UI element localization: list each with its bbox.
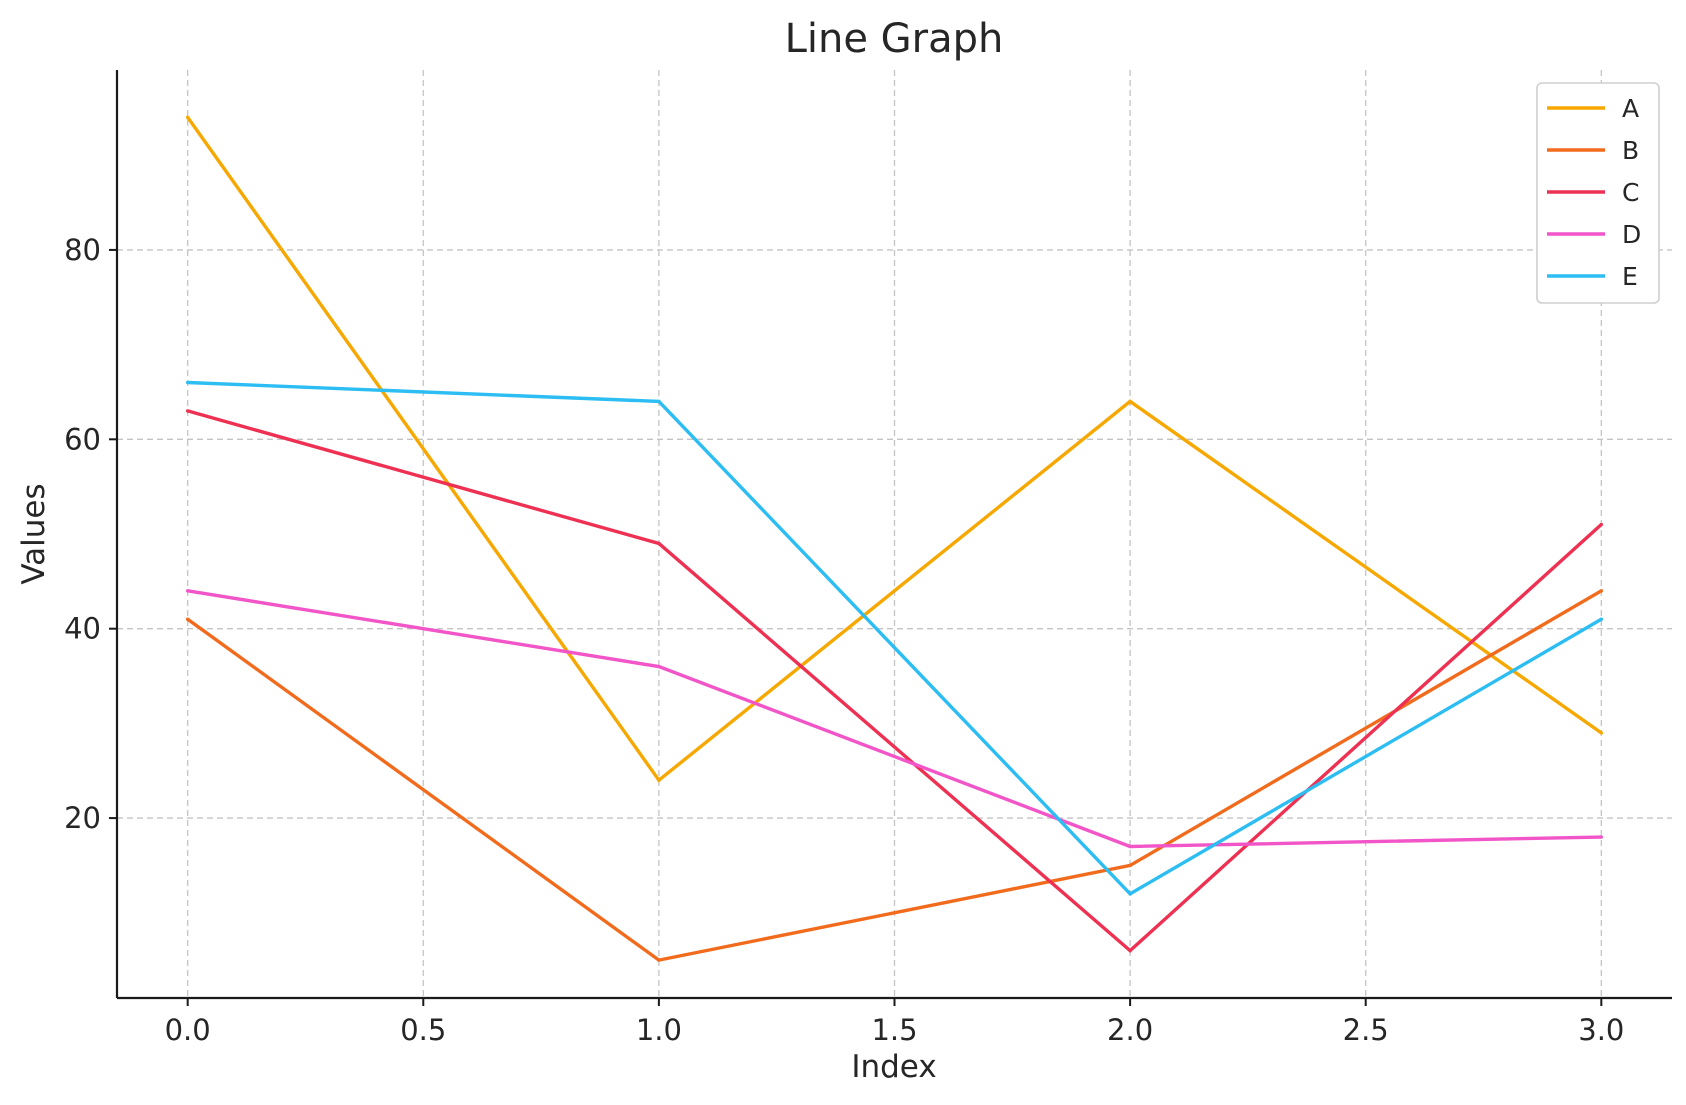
legend-label: A (1622, 94, 1639, 123)
x-tick-label: 1.5 (871, 1013, 917, 1047)
ticks: 0.0 0.5 1.0 1.5 2.0 2.5 3.0 20 40 60 80 (64, 233, 1624, 1047)
grid (117, 70, 1672, 998)
data-point-a (657, 778, 661, 782)
series-line-c (187, 409, 1603, 953)
legend-item-b: B (1547, 136, 1639, 165)
y-axis-label: Values (16, 483, 52, 584)
data-point-b (1128, 863, 1132, 868)
data-point-b (185, 617, 190, 621)
legend-item-a: A (1547, 94, 1639, 123)
x-tick-label: 0.0 (165, 1013, 211, 1047)
x-tick-label: 0.5 (400, 1013, 446, 1047)
series-line-b (186, 589, 1603, 962)
series-d (185, 589, 1604, 849)
series-a (185, 115, 1604, 783)
series-c (185, 409, 1604, 953)
data-point-b (657, 958, 661, 962)
data-point-b (1599, 589, 1604, 593)
x-axis-label: Index (851, 1049, 936, 1085)
series-line-e (187, 380, 1603, 896)
y-tick-label: 60 (64, 422, 101, 456)
series-line-d (187, 589, 1602, 849)
legend-item-e: E (1547, 262, 1638, 291)
data-point-c (185, 409, 190, 413)
data-point-d (657, 664, 661, 669)
x-tick-label: 2.5 (1343, 1013, 1389, 1047)
x-tick-label: 1.0 (636, 1013, 682, 1047)
x-tick-label: 3.0 (1578, 1013, 1624, 1047)
data-point-a (1128, 399, 1132, 404)
series-e (185, 380, 1604, 896)
data-point-e (1128, 892, 1132, 896)
legend-item-d: D (1547, 220, 1641, 249)
data-point-c (1128, 948, 1132, 953)
legend-label: C (1622, 178, 1639, 207)
series (185, 115, 1604, 962)
data-point-c (657, 541, 661, 546)
legend-label: D (1622, 220, 1641, 249)
legend-item-c: C (1547, 178, 1639, 207)
data-point-e (185, 380, 190, 385)
y-tick-label: 20 (64, 801, 101, 835)
x-tick-label: 2.0 (1107, 1013, 1153, 1047)
data-point-a (185, 115, 190, 120)
chart-title: Line Graph (785, 16, 1004, 62)
data-point-d (185, 589, 190, 593)
legend-label: B (1622, 136, 1639, 165)
y-tick-label: 40 (64, 612, 101, 646)
legend-label: E (1622, 262, 1638, 291)
data-point-d (1599, 835, 1604, 839)
y-tick-label: 80 (64, 233, 101, 267)
data-point-c (1599, 522, 1604, 527)
data-point-d (1128, 844, 1132, 849)
series-b (185, 589, 1604, 962)
data-point-a (1599, 731, 1604, 735)
series-line-a (186, 116, 1603, 783)
data-point-e (657, 399, 661, 404)
data-point-e (1599, 617, 1604, 621)
